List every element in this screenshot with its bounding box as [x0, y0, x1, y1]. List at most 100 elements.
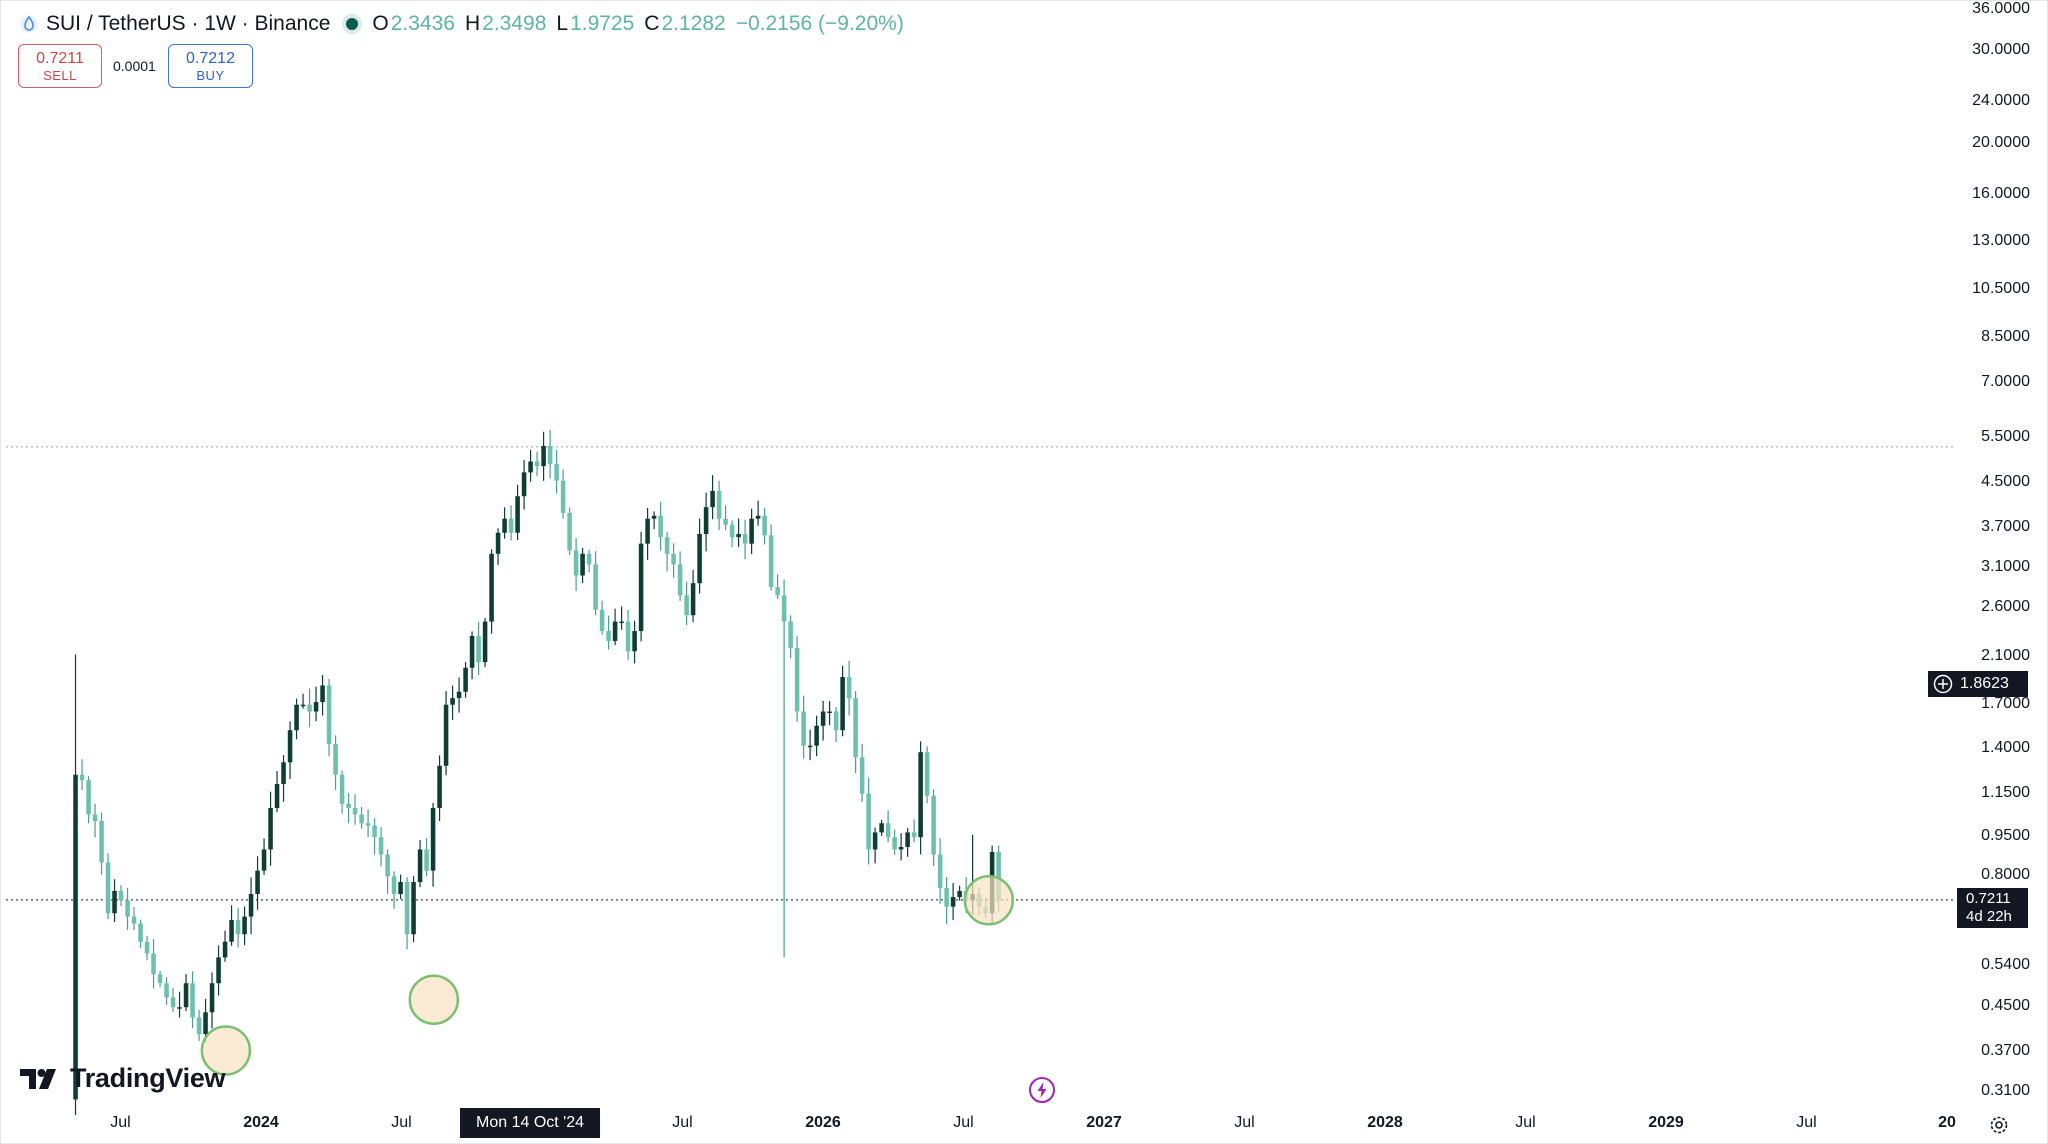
candle-body	[892, 837, 897, 850]
candle	[736, 518, 741, 547]
candle	[723, 505, 728, 531]
candle	[287, 721, 293, 779]
candle-body	[573, 550, 579, 576]
candle-body	[196, 1017, 202, 1034]
candle	[931, 789, 936, 867]
candle	[957, 885, 962, 901]
candle-body	[411, 882, 416, 935]
candle	[307, 688, 312, 728]
candle-body	[554, 463, 559, 481]
candle-body	[112, 890, 117, 914]
candle	[417, 840, 423, 888]
candle-body	[190, 983, 195, 1018]
candle	[742, 519, 748, 560]
candle	[365, 809, 371, 837]
sell-price: 0.7211	[36, 49, 84, 67]
last-price: 0.7211	[1966, 890, 2011, 907]
candle-body	[417, 849, 423, 883]
candle-body	[164, 983, 169, 998]
candle-body	[619, 621, 624, 624]
candle	[788, 615, 793, 658]
candle-body	[534, 461, 540, 467]
candle	[216, 945, 221, 996]
candle	[437, 755, 442, 821]
lightning-icon[interactable]	[1028, 1076, 1056, 1104]
candle-body	[515, 496, 520, 533]
candle	[944, 877, 949, 925]
sell-button[interactable]: 0.7211 SELL	[18, 44, 102, 88]
candle-body	[157, 974, 163, 984]
open-value: 2.3436	[390, 12, 455, 35]
candle	[326, 679, 332, 757]
candle-body	[794, 648, 800, 712]
time-tick-label: Jul	[1234, 1114, 1255, 1131]
high-value: 2.3498	[482, 12, 547, 35]
candle-body	[339, 774, 345, 804]
crosshair-plus-icon[interactable]	[1932, 673, 1954, 695]
candle	[157, 970, 163, 988]
symbol-title[interactable]: SUI / TetherUS · 1W · Binance	[46, 12, 331, 35]
candle	[703, 492, 709, 552]
candle	[638, 531, 644, 642]
candle-body	[268, 807, 273, 850]
candle	[827, 701, 832, 726]
candle	[755, 500, 761, 526]
candle	[625, 609, 631, 660]
highlight-circle[interactable]	[200, 1025, 252, 1076]
candle-body	[287, 730, 293, 763]
candle-body	[131, 916, 137, 924]
candle	[183, 974, 189, 1012]
buy-button[interactable]: 0.7212 BUY	[168, 44, 253, 88]
time-tick-label: 2029	[1648, 1114, 1684, 1131]
candle-body	[79, 774, 85, 781]
price-tick-label: 16.0000	[1972, 184, 2030, 202]
candle	[274, 771, 280, 813]
highlight-circle[interactable]	[963, 874, 1015, 926]
candle	[554, 449, 559, 494]
candle	[281, 755, 286, 802]
candle	[807, 729, 813, 761]
candle	[229, 905, 234, 946]
tradingview-logo-icon	[20, 1068, 56, 1089]
candle	[378, 826, 384, 867]
candle	[138, 919, 143, 948]
candle-body	[898, 846, 904, 850]
candle-body	[541, 445, 546, 467]
low-value: 1.9725	[570, 12, 635, 35]
candle	[918, 741, 923, 855]
spread-value: 0.0001	[113, 58, 156, 74]
candle	[664, 531, 670, 572]
candle	[820, 700, 826, 741]
candle	[86, 776, 91, 824]
tradingview-logo[interactable]: TradingView	[20, 1063, 226, 1094]
candle	[671, 543, 676, 578]
candle-body	[833, 711, 839, 731]
candle-body	[359, 814, 364, 824]
candle-body	[99, 820, 104, 863]
candle-body	[729, 524, 735, 538]
candle-body	[931, 795, 936, 855]
candle	[560, 469, 566, 519]
candle	[599, 600, 605, 635]
candle-body	[723, 518, 728, 525]
market-status-dot-icon[interactable]	[346, 18, 359, 30]
candle	[450, 685, 455, 721]
candle-body	[281, 762, 286, 784]
candle-body	[846, 677, 852, 699]
candle-body	[950, 897, 956, 907]
price-tick-label: 4.5000	[1981, 473, 2030, 491]
candle	[612, 608, 618, 646]
candle-body	[801, 711, 806, 746]
candle	[489, 549, 494, 634]
candle-body	[677, 564, 683, 596]
candle	[541, 431, 546, 481]
candle	[547, 429, 553, 479]
candle-body	[144, 941, 150, 954]
candle-body	[625, 621, 631, 652]
gear-icon[interactable]	[1988, 1114, 2010, 1136]
candle-body	[859, 757, 865, 794]
highlight-circle[interactable]	[408, 974, 460, 1025]
crosshair-price-tag[interactable]: 1.8623	[1928, 671, 2028, 697]
